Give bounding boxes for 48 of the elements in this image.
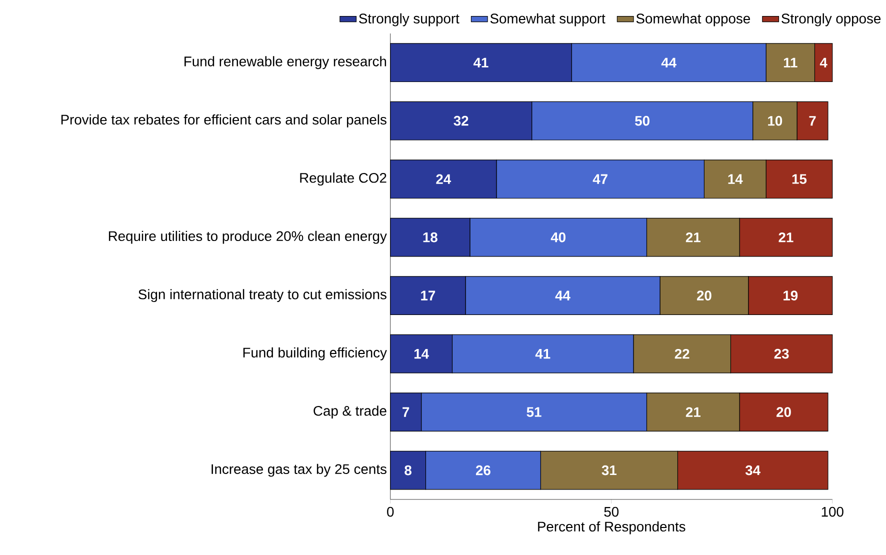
data-label: 41 xyxy=(535,349,550,359)
y-tick-label: Fund renewable energy research xyxy=(184,56,386,70)
data-label: 21 xyxy=(686,407,700,417)
data-label: 14 xyxy=(414,349,429,359)
y-tick-label: Cap & trade xyxy=(314,406,386,419)
x-tick-label: 100 xyxy=(822,506,844,517)
x-tick-label: 50 xyxy=(604,506,619,517)
data-label: 18 xyxy=(423,232,438,242)
data-label: 17 xyxy=(421,290,436,300)
data-label: 40 xyxy=(550,232,566,242)
data-label: 50 xyxy=(635,116,650,126)
legend-label: Somewhat oppose xyxy=(636,13,750,26)
data-label: 22 xyxy=(674,349,690,359)
data-label: 41 xyxy=(473,58,488,68)
data-label: 11 xyxy=(784,58,798,68)
y-tick-label: Fund building efficiency xyxy=(243,347,387,360)
y-tick-label: Increase gas tax by 25 cents xyxy=(212,464,386,477)
data-label: 20 xyxy=(776,407,791,418)
data-label: 23 xyxy=(774,348,789,359)
data-label: 14 xyxy=(728,174,743,184)
data-label: 44 xyxy=(661,58,676,68)
x-tick-label: 0 xyxy=(387,506,394,517)
legend-label: Strongly support xyxy=(359,13,460,26)
data-label: 21 xyxy=(686,232,700,242)
y-tick-label: Regulate CO2 xyxy=(300,172,386,186)
data-label: 10 xyxy=(768,116,782,126)
data-label: 51 xyxy=(526,407,542,417)
data-label: 21 xyxy=(778,232,794,242)
data-label: 7 xyxy=(809,116,816,126)
data-label: 34 xyxy=(745,465,760,476)
data-label: 8 xyxy=(404,465,412,476)
data-label: 32 xyxy=(454,116,468,126)
data-label: 31 xyxy=(602,465,616,476)
data-label: 47 xyxy=(592,174,608,184)
y-tick-label: Sign international treaty to cut emissions xyxy=(138,289,386,302)
data-label: 15 xyxy=(792,174,807,184)
x-axis-title: Percent of Respondents xyxy=(538,521,686,534)
data-label: 7 xyxy=(402,407,410,417)
data-label: 20 xyxy=(696,290,712,301)
data-label: 44 xyxy=(555,290,570,300)
data-label: 4 xyxy=(820,58,828,68)
data-label: 24 xyxy=(436,174,452,184)
y-tick-label: Require utilities to produce 20% clean energy xyxy=(108,230,387,244)
legend-label: Somewhat support xyxy=(490,13,606,26)
legend-label: Strongly oppose xyxy=(782,13,881,26)
y-tick-label: Provide tax rebates for efficient cars and solar panels xyxy=(61,114,386,128)
data-label: 19 xyxy=(784,290,798,301)
data-label: 26 xyxy=(476,465,490,476)
